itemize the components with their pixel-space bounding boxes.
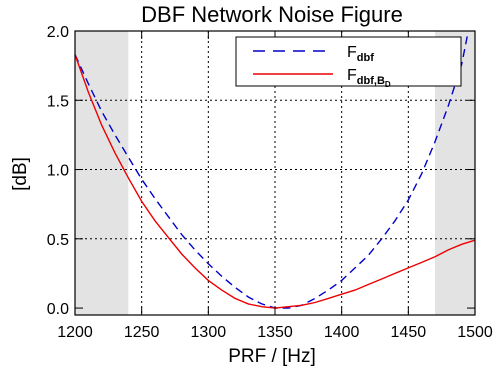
legend: Fdbf Fdbf,BD [235,36,462,89]
y-tick-label-0: 0.0 [47,301,69,318]
legend-label-fdbf-sub: dbf [357,52,374,64]
x-tick-label-1350: 1350 [257,324,293,341]
y-tick-label-2: 2.0 [47,24,69,41]
y-tick-label-1: 1.0 [47,163,69,180]
legend-label-fdbf: Fdbf [347,44,374,64]
legend-label-fdbf-bd-sub: dbf,B [357,75,385,87]
x-tick-label-1200: 1200 [57,324,93,341]
legend-box [235,36,462,87]
axis-ticks: 1200 1250 1300 1350 1400 1450 1500 0.0 0.5 1.0 1.5… [47,24,493,341]
x-axis-label: PRF / [Hz] [228,346,316,367]
y-tick-label-1.5: 1.5 [47,93,69,110]
x-tick-label-1400: 1400 [324,324,360,341]
grid [75,31,475,315]
y-tick-label-0.5: 0.5 [47,232,69,249]
legend-label-fdbf-bd-subsub: D [385,80,391,89]
x-tick-label-1450: 1450 [391,324,427,341]
x-tick-label-1300: 1300 [191,324,227,341]
x-tick-label-1500: 1500 [457,324,493,341]
legend-label-fdbf-bd: Fdbf,BD [347,67,391,89]
legend-label-fdbf-main: F [347,44,357,61]
chart-title: DBF Network Noise Figure [141,2,403,27]
x-tick-label-1250: 1250 [124,324,160,341]
legend-label-fdbf-bd-main: F [347,67,357,84]
y-axis-label: [dB] [10,157,31,191]
